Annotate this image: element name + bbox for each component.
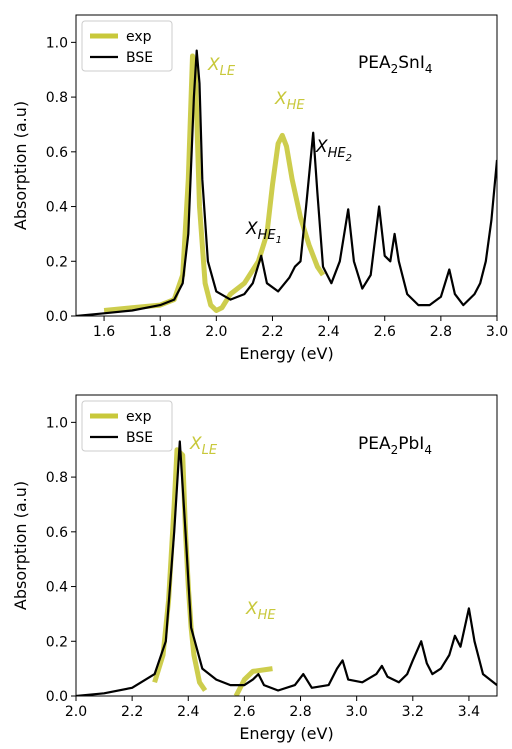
title-part: 2 [391,443,399,457]
plot-lines [76,440,497,696]
plot-frame [75,394,498,697]
x-tick-label: 2.2 [121,704,143,720]
annotation-part: LE [220,64,236,79]
annotation-part: HE [287,98,306,113]
y-tick-label: 0.6 [46,525,68,541]
x-tick-label: 1.6 [93,324,115,340]
annotation: XLE [207,55,236,79]
y-tick-label: 0.4 [46,200,68,216]
annotation-part: HE [258,608,277,623]
x-tick-label: 1.8 [149,324,171,340]
panel-title: PEA2PbI4 [358,434,432,457]
annotation: XHE [245,599,276,623]
x-tick-label: 2.0 [65,704,87,720]
x-tick-label: 2.4 [177,704,199,720]
x-tick-label: 2.8 [289,704,311,720]
legend-label: exp [126,409,152,425]
x-tick-label: 3.0 [346,704,368,720]
data-line [76,49,497,316]
x-tick-label: 2.8 [430,324,452,340]
legend-label: BSE [126,50,153,66]
y-tick-label: 0.6 [46,145,68,161]
x-tick-label: 3.0 [486,324,508,340]
annotation-part: X [189,434,202,454]
x-tick-label: 2.2 [261,324,283,340]
x-tick-label: 2.6 [233,704,255,720]
y-axis-label: Absorption (a.u) [11,101,30,230]
y-tick-label: 0.8 [46,470,68,486]
y-axis-label: Absorption (a.u) [11,481,30,610]
annotation: XHE2 [315,137,352,164]
annotation-part: LE [202,443,218,458]
annotation-part: X [274,89,287,109]
annotation-part: X [315,137,328,157]
panel: 1.6 1.8 2.0 2.2 2.4 2.6 2.8 3.0 0.0 0.2 0.4 0.6 0.8 1… [11,14,508,363]
y-tick-label: 0.0 [46,689,68,705]
annotation-part: HE [258,228,277,243]
data-line [103,53,326,313]
y-tick-label: 1.0 [46,415,68,431]
title-part: SnI [398,53,425,73]
annotation-part: HE [328,146,347,161]
annotation-part: 2 [346,153,352,164]
title-part: 2 [391,62,399,76]
annotation: XLE [189,434,218,458]
plot-lines [76,49,497,316]
y-tick-label: 0.0 [46,309,68,325]
x-tick-label: 2.6 [374,324,396,340]
y-tick-label: 0.2 [46,254,68,270]
title-part: 4 [425,62,433,76]
panel: 2.0 2.2 2.4 2.6 2.8 3.0 3.2 3.4 0.0 0.2 0.4 0.6 0.8 1… [11,394,498,743]
data-line [152,447,273,696]
title-part: PEA [358,434,391,454]
y-tick-label: 0.8 [46,90,68,106]
x-axis-label: Energy (eV) [239,344,333,363]
annotation-part: X [207,55,220,75]
x-axis-label: Energy (eV) [239,724,333,743]
panel-title: PEA2SnI4 [358,53,433,76]
legend-label: BSE [126,430,153,446]
annotation-part: X [245,599,258,619]
y-tick-label: 0.4 [46,580,68,596]
x-tick-label: 3.4 [458,704,480,720]
data-line [76,440,497,696]
annotation-part: 1 [276,235,282,246]
x-tick-label: 2.4 [317,324,339,340]
plot-frame [75,14,498,317]
x-tick-label: 3.2 [402,704,424,720]
title-part: PbI [398,434,424,454]
annotation: XHE [274,89,305,113]
y-tick-label: 0.2 [46,634,68,650]
legend-label: exp [126,29,152,45]
title-part: 4 [424,443,432,457]
annotation: XHE1 [245,219,282,246]
y-tick-label: 1.0 [46,35,68,51]
x-tick-label: 2.0 [205,324,227,340]
annotation-part: X [245,219,258,239]
title-part: PEA [358,53,391,73]
